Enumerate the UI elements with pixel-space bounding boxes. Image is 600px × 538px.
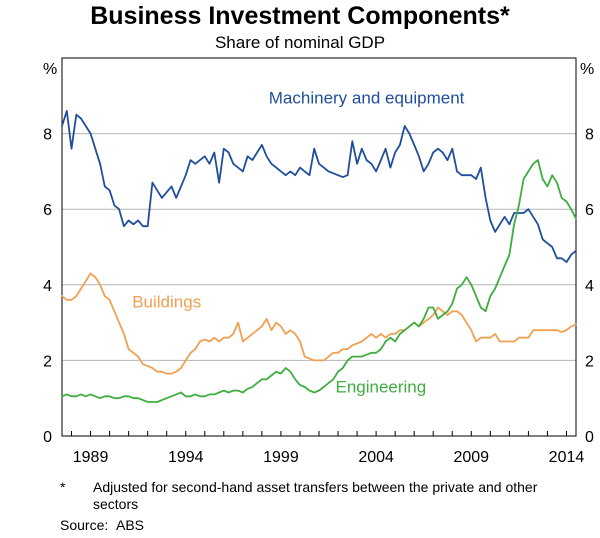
y-tick-label-right: 2 (585, 353, 594, 370)
series-labels: Machinery and equipment Buildings Engineer… (132, 88, 464, 396)
plot-frame (61, 57, 577, 437)
y-tick-label-right: 4 (585, 278, 594, 295)
series-label-engineering: Engineering (335, 378, 426, 397)
x-tick-label: 2004 (358, 449, 394, 466)
source-label: Source: (60, 517, 109, 533)
y-axis: 0 0 2 2 4 4 6 6 8 8 (43, 127, 594, 446)
y-tick-label-right: 6 (585, 202, 594, 219)
y-tick-label-left: 8 (43, 127, 52, 144)
x-tick-label: 1999 (263, 449, 299, 466)
x-tick-label: 2014 (549, 449, 585, 466)
y-tick-label-left: 2 (43, 353, 52, 370)
gridlines (62, 133, 576, 361)
chart-subtitle: Share of nominal GDP (214, 33, 386, 52)
y-axis-unit-right: % (580, 61, 594, 78)
footnote-mark: * (60, 479, 66, 495)
y-tick-label-right: 0 (585, 429, 594, 446)
series-lines (61, 110, 577, 403)
series-line-engineering (61, 159, 577, 403)
series-line-machinery-and-equipment (61, 110, 577, 263)
series-line-buildings (61, 272, 577, 375)
chart-plot: % % 0 02 24 46 68 8 1989 1994 1999 2004 2009 2014 … (43, 57, 594, 466)
x-tick-label: 1994 (168, 449, 204, 466)
y-tick-label-left: 0 (43, 429, 52, 446)
x-axis: 1989 1994 1999 2004 2009 2014 (71, 431, 585, 466)
series-label-machinery-and-equipment: Machinery and equipment (269, 88, 465, 107)
series-label-buildings: Buildings (132, 292, 201, 311)
y-axis-unit-left: % (43, 61, 57, 78)
y-tick-label-left: 4 (43, 278, 52, 295)
source-value: ABS (116, 517, 145, 533)
y-tick-label-left: 6 (43, 202, 52, 219)
footnote-text: Adjusted for second-hand asset transfers… (93, 479, 538, 512)
y-tick-label-right: 8 (585, 127, 594, 144)
chart-title: Business Investment Components* (90, 2, 510, 30)
x-tick-label: 2009 (453, 449, 489, 466)
x-tick-label: 1989 (73, 449, 109, 466)
